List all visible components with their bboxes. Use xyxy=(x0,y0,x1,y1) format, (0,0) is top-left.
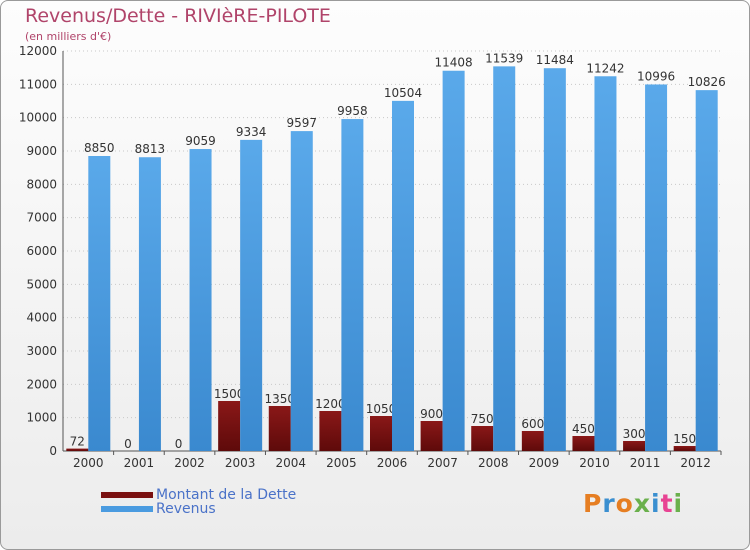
bar-dette xyxy=(319,411,342,451)
y-tick-label: 2000 xyxy=(26,377,57,391)
x-tick-label: 2003 xyxy=(225,456,256,470)
x-tick-label: 2005 xyxy=(326,456,357,470)
x-tick-label: 2008 xyxy=(478,456,509,470)
logo-letter: x xyxy=(633,489,651,518)
data-label-dette: 0 xyxy=(124,437,132,451)
data-label-revenus: 10504 xyxy=(384,86,422,100)
bar-revenus xyxy=(290,131,313,451)
data-label-dette: 1350 xyxy=(264,392,295,406)
data-label-dette: 1050 xyxy=(366,402,397,416)
x-tick-label: 2006 xyxy=(377,456,408,470)
bar-revenus xyxy=(392,100,414,451)
y-tick-label: 7000 xyxy=(26,211,57,225)
bar-revenus xyxy=(240,139,263,451)
y-tick-label: 3000 xyxy=(26,344,57,358)
y-tick-label: 4000 xyxy=(26,311,57,325)
data-label-revenus: 10996 xyxy=(637,69,675,83)
data-label-revenus: 11242 xyxy=(586,61,624,75)
data-label-dette: 150 xyxy=(673,432,696,446)
data-label-revenus: 11408 xyxy=(435,56,473,70)
x-tick-label: 2011 xyxy=(630,456,661,470)
bar-dette xyxy=(268,406,291,451)
bar-revenus xyxy=(138,157,161,451)
y-tick-label: 11000 xyxy=(19,77,57,91)
bar-dette xyxy=(66,448,89,451)
x-tick-label: 2004 xyxy=(275,456,306,470)
logo-letter: i xyxy=(651,489,661,518)
logo-letter: t xyxy=(660,489,674,518)
data-label-dette: 72 xyxy=(70,435,85,449)
bar-dette xyxy=(471,426,494,451)
data-label-dette: 450 xyxy=(572,422,595,436)
chart-title: Revenus/Dette - RIVIèRE-PILOTE xyxy=(25,5,331,27)
bar-dette xyxy=(420,421,443,451)
bar-revenus xyxy=(189,149,212,452)
logo-letter: P xyxy=(583,489,603,518)
x-tick-label: 2010 xyxy=(579,456,610,470)
data-label-revenus: 9958 xyxy=(337,104,368,118)
data-label-dette: 1500 xyxy=(214,387,245,401)
bar-dette xyxy=(370,416,392,451)
data-label-revenus: 11484 xyxy=(536,53,574,67)
data-label-revenus: 8850 xyxy=(84,141,115,155)
y-tick-label: 1000 xyxy=(26,411,57,425)
bar-revenus xyxy=(493,66,516,451)
y-tick-label: 6000 xyxy=(26,244,57,258)
logo-letter: i xyxy=(673,489,684,518)
data-label-revenus: 9334 xyxy=(236,125,267,139)
y-tick-label: 9000 xyxy=(26,144,57,158)
proxiti-logo: Proxiti xyxy=(583,489,683,518)
legend-item-dette: Montant de la Dette xyxy=(101,487,296,503)
data-label-revenus: 9597 xyxy=(286,116,317,130)
y-tick-label: 10000 xyxy=(19,111,57,125)
data-label-revenus: 9059 xyxy=(185,134,216,148)
bar-dette xyxy=(218,401,241,451)
data-label-dette: 300 xyxy=(623,427,646,441)
data-label-dette: 1200 xyxy=(315,397,346,411)
data-label-revenus: 8813 xyxy=(135,142,166,156)
data-label-dette: 0 xyxy=(175,437,183,451)
bar-revenus xyxy=(695,90,718,451)
bar-revenus xyxy=(645,84,668,451)
x-tick-label: 2001 xyxy=(124,456,155,470)
legend-label-dette: Montant de la Dette xyxy=(156,487,297,503)
bar-dette xyxy=(521,431,544,451)
legend-swatch-revenus xyxy=(101,506,153,512)
y-tick-label: 5000 xyxy=(26,277,57,291)
x-tick-label: 2007 xyxy=(427,456,458,470)
x-tick-label: 2000 xyxy=(73,456,104,470)
logo-letter: o xyxy=(615,489,634,518)
logo-letter: r xyxy=(602,489,616,518)
data-label-dette: 600 xyxy=(521,417,544,431)
bar-revenus xyxy=(594,76,617,452)
chart-unit-label: (en milliers d'€) xyxy=(25,30,112,43)
y-tick-label: 12000 xyxy=(19,44,57,58)
data-label-dette: 900 xyxy=(420,407,443,421)
data-label-dette: 750 xyxy=(471,412,494,426)
x-tick-label: 2012 xyxy=(680,456,711,470)
legend-item-revenus: Revenus xyxy=(101,501,216,517)
legend-label-revenus: Revenus xyxy=(156,501,216,517)
bar-revenus xyxy=(88,156,111,451)
bar-dette xyxy=(572,436,595,451)
x-tick-label: 2009 xyxy=(529,456,560,470)
y-tick-label: 8000 xyxy=(26,177,57,191)
bar-revenus xyxy=(341,119,364,452)
x-tick-label: 2002 xyxy=(174,456,205,470)
bar-dette xyxy=(673,446,696,451)
bar-revenus xyxy=(442,70,465,451)
y-tick-label: 0 xyxy=(49,444,57,458)
data-label-revenus: 11539 xyxy=(485,51,523,65)
data-label-revenus: 10826 xyxy=(688,75,726,89)
bar-dette xyxy=(623,441,646,451)
bar-revenus xyxy=(543,68,566,451)
legend-swatch-dette xyxy=(101,492,153,498)
